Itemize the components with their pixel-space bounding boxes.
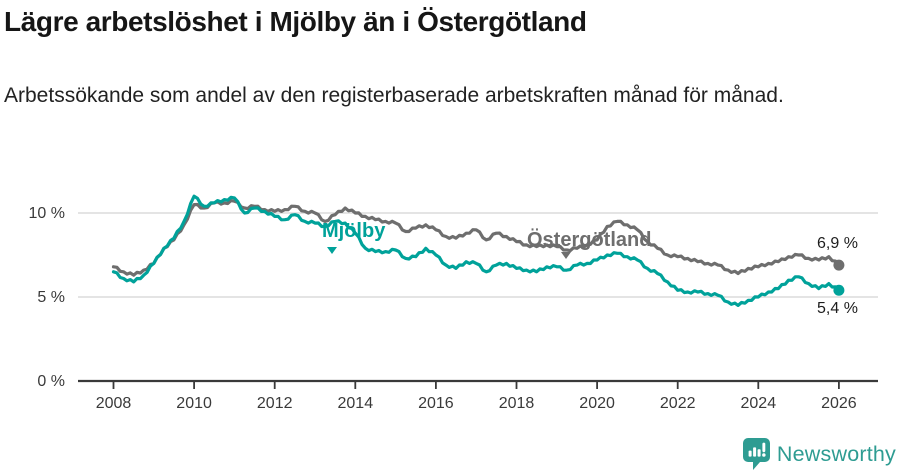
logo-bar-1 — [748, 450, 752, 457]
mjolby-series-label: Mjölby — [322, 220, 386, 242]
x-tick-label-2016: 2016 — [418, 395, 454, 412]
x-tick-label-2020: 2020 — [579, 395, 615, 412]
x-tick-label-2010: 2010 — [176, 395, 212, 412]
newsworthy-logo-text: Newsworthy — [776, 441, 896, 466]
y-tick-label-0: 0 % — [37, 373, 65, 390]
newsworthy-logo-icon — [742, 438, 770, 470]
x-tick-label-2026: 2026 — [821, 395, 857, 412]
x-tick-label-2024: 2024 — [740, 395, 777, 412]
mjolby-end-value-label: 5,4 % — [817, 300, 858, 317]
mjolby-label-pointer-icon — [327, 247, 337, 254]
x-tick-label-2008: 2008 — [95, 395, 132, 412]
y-tick-label-10: 10 % — [28, 205, 65, 222]
chart-title: Lägre arbetslöshet i Mjölby än i Östergö… — [4, 6, 587, 37]
logo-bar-2 — [753, 447, 757, 457]
logo-exclamation-mark — [762, 442, 766, 453]
logo-exclamation-dot — [762, 453, 766, 457]
ostergotland-label-pointer-icon — [561, 252, 571, 259]
series-line-mjolby — [111, 194, 841, 307]
x-tick-label-2022: 2022 — [659, 395, 696, 412]
ostergotland-series-label: Östergötland — [527, 229, 652, 251]
series-endpoint-mjolby — [833, 284, 845, 296]
chart-subtitle: Arbetssökande som andel av den registerb… — [4, 84, 784, 107]
x-tick-label-2014: 2014 — [337, 395, 374, 412]
series-line-ostergotland — [111, 199, 841, 277]
series-endpoint-ostergotland — [833, 259, 845, 271]
ostergotland-end-value-label: 6,9 % — [817, 235, 858, 252]
x-tick-label-2012: 2012 — [256, 395, 293, 412]
y-tick-label-5: 5 % — [37, 289, 65, 306]
x-tick-label-2018: 2018 — [498, 395, 535, 412]
logo-bar-3 — [757, 449, 761, 457]
newsworthy-logo[interactable]: Newsworthy — [742, 438, 896, 470]
